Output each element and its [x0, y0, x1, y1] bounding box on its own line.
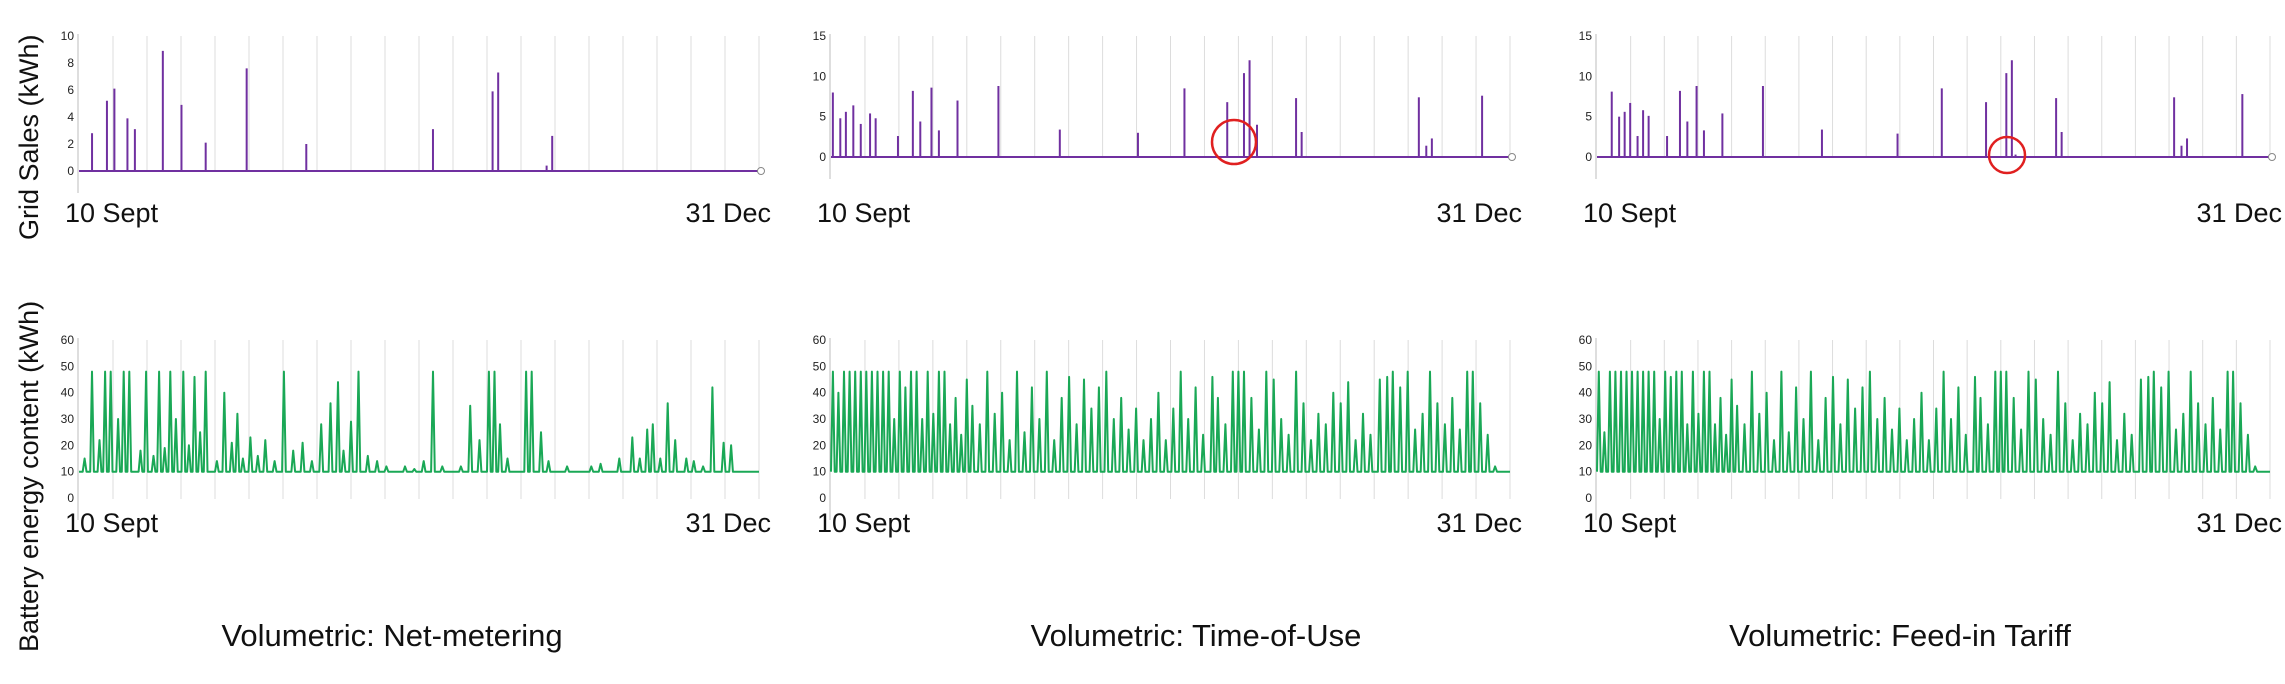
grid-sales-net-metering-ytick-label: 4 [67, 110, 74, 124]
grid-sales-net-metering-ytick-label: 10 [61, 29, 75, 43]
battery-net-metering-series-line [79, 370, 759, 473]
grid-sales-time-of-use-xtick-end: 31 Dec [1436, 198, 1522, 228]
grid-sales-time-of-use-end-marker [1508, 153, 1516, 161]
battery-feed-in-tariff-xtick-end: 31 Dec [2196, 508, 2282, 538]
battery-net-metering-ytick-label: 10 [61, 465, 75, 479]
battery-time-of-use-ytick-label: 40 [813, 386, 827, 400]
battery-feed-in-tariff-ytick-label: 30 [1579, 412, 1593, 426]
grid-sales-net-metering-end-marker [757, 167, 765, 175]
battery-time-of-use-ytick-label: 30 [813, 412, 827, 426]
battery-net-metering-ytick-label: 40 [61, 386, 75, 400]
grid-sales-feed-in-tariff-xtick-end: 31 Dec [2196, 198, 2282, 228]
battery-feed-in-tariff-ytick-label: 60 [1579, 333, 1593, 347]
battery-feed-in-tariff-ytick-label: 0 [1585, 491, 1592, 505]
battery-net-metering-xtick-end: 31 Dec [685, 508, 771, 538]
grid-sales-net-metering-ytick-label: 6 [67, 83, 74, 97]
battery-time-of-use-ytick-label: 60 [813, 333, 827, 347]
battery-feed-in-tariff-ytick-label: 10 [1579, 465, 1593, 479]
grid-sales-feed-in-tariff-ytick-label: 10 [1579, 69, 1593, 83]
battery-time-of-use-ytick-label: 20 [813, 438, 827, 452]
grid-sales-net-metering-ytick-label: 8 [67, 56, 74, 70]
grid-sales-time-of-use-highlight-circle [1210, 118, 1258, 166]
grid-sales-time-of-use-xtick-start: 10 Sept [817, 198, 911, 228]
grid-sales-net-metering-ytick-label: 0 [67, 164, 74, 178]
grid-sales-feed-in-tariff-ytick-label: 0 [1585, 150, 1592, 164]
battery-feed-in-tariff-ytick-label: 40 [1579, 386, 1593, 400]
grid-sales-net-metering-xtick-end: 31 Dec [685, 198, 771, 228]
battery-feed-in-tariff-ytick-label: 50 [1579, 359, 1593, 373]
grid-sales-time-of-use-ytick-label: 0 [819, 150, 826, 164]
grid-sales-net-metering-xtick-start: 10 Sept [65, 198, 159, 228]
column-title-feed-in-tariff: Volumetric: Feed-in Tariff [1729, 618, 2071, 653]
battery-net-metering-ytick-label: 60 [61, 333, 75, 347]
battery-time-of-use-xtick-end: 31 Dec [1436, 508, 1522, 538]
grid-sales-feed-in-tariff-xtick-start: 10 Sept [1583, 198, 1677, 228]
battery-net-metering-ytick-label: 50 [61, 359, 75, 373]
battery-time-of-use-xtick-start: 10 Sept [817, 508, 911, 538]
column-title-time-of-use: Volumetric: Time-of-Use [1030, 618, 1362, 653]
battery-net-metering-ytick-label: 20 [61, 438, 75, 452]
grid-sales-feed-in-tariff-ytick-label: 5 [1585, 110, 1592, 124]
battery-time-of-use-series-line [830, 370, 1510, 473]
grid-sales-feed-in-tariff-highlight-circle [1987, 135, 2027, 175]
grid-sales-time-of-use-ytick-label: 10 [813, 69, 827, 83]
battery-feed-in-tariff-ytick-label: 20 [1579, 438, 1593, 452]
grid-sales-net-metering-ytick-label: 2 [67, 137, 74, 151]
battery-time-of-use-ytick-label: 0 [819, 491, 826, 505]
battery-time-of-use-ytick-label: 50 [813, 359, 827, 373]
grid-sales-feed-in-tariff-ytick-label: 15 [1579, 29, 1593, 43]
column-title-net-metering: Volumetric: Net-metering [221, 618, 563, 653]
grid-sales-time-of-use-ytick-label: 15 [813, 29, 827, 43]
battery-feed-in-tariff-series-line [1596, 370, 2270, 473]
battery-net-metering-xtick-start: 10 Sept [65, 508, 159, 538]
battery-time-of-use-ytick-label: 10 [813, 465, 827, 479]
battery-net-metering-ytick-label: 0 [67, 491, 74, 505]
grid-sales-time-of-use-ytick-label: 5 [819, 110, 826, 124]
battery-feed-in-tariff-xtick-start: 10 Sept [1583, 508, 1677, 538]
battery-net-metering-ytick-label: 30 [61, 412, 75, 426]
grid-sales-feed-in-tariff-end-marker [2268, 153, 2276, 161]
